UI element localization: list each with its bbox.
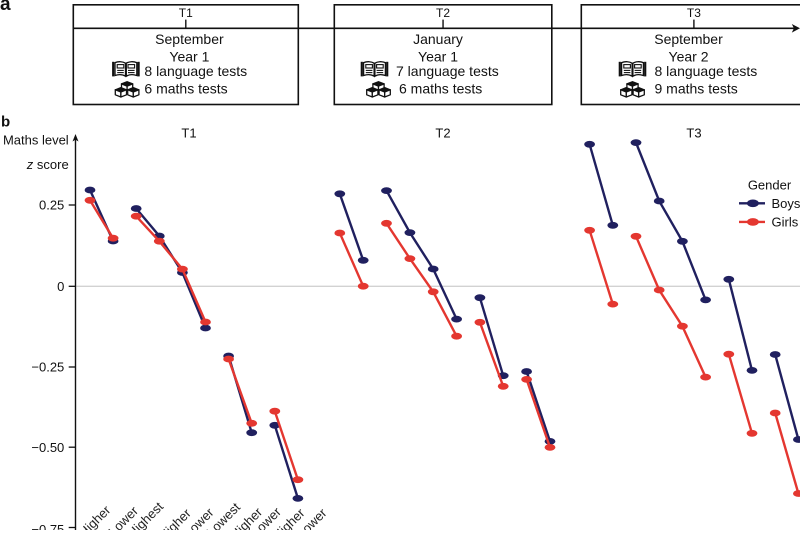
svg-text:Maths level: Maths level [3, 133, 69, 148]
svg-text:September: September [155, 31, 224, 47]
svg-text:T3: T3 [686, 126, 701, 141]
svg-text:T1: T1 [181, 126, 196, 141]
svg-text:7 language tests: 7 language tests [396, 63, 499, 79]
svg-text:T2: T2 [435, 126, 450, 141]
svg-text:Year 2: Year 2 [669, 48, 709, 64]
svg-text:T1: T1 [179, 6, 193, 20]
svg-text:a: a [0, 0, 11, 15]
svg-text:b: b [1, 114, 10, 131]
svg-text:z score: z score [26, 157, 69, 172]
svg-text:Year 1: Year 1 [169, 48, 209, 64]
svg-text:−0.25: −0.25 [31, 360, 64, 375]
svg-text:−0.75: −0.75 [31, 522, 64, 530]
svg-text:8 language tests: 8 language tests [144, 63, 247, 79]
svg-text:0: 0 [57, 279, 64, 294]
svg-text:Year 1: Year 1 [418, 48, 458, 64]
svg-text:Boys: Boys [772, 196, 800, 211]
svg-text:T3: T3 [687, 6, 701, 20]
svg-text:September: September [654, 31, 723, 47]
svg-text:6 maths tests: 6 maths tests [144, 80, 227, 96]
svg-text:−0.50: −0.50 [31, 440, 64, 455]
svg-text:6 maths tests: 6 maths tests [399, 80, 482, 96]
svg-text:Girls: Girls [772, 215, 799, 230]
svg-text:8 language tests: 8 language tests [655, 63, 758, 79]
svg-text:9 maths tests: 9 maths tests [655, 80, 738, 96]
svg-text:T2: T2 [436, 6, 450, 20]
svg-text:January: January [413, 31, 463, 47]
svg-text:0.25: 0.25 [39, 198, 64, 213]
svg-text:Gender: Gender [748, 178, 792, 193]
